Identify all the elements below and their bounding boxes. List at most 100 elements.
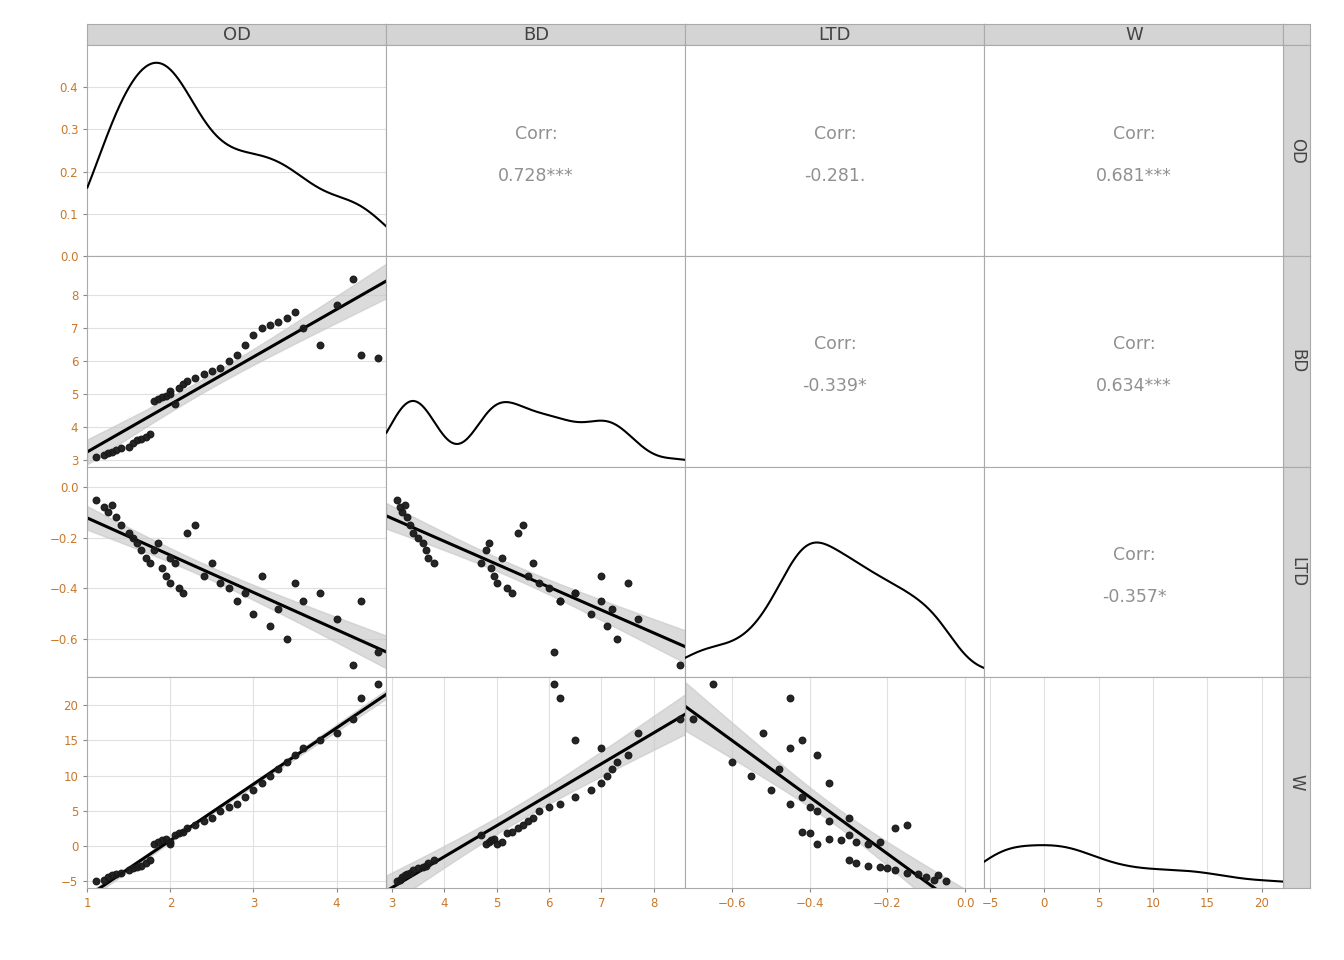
Point xyxy=(753,726,774,741)
Point xyxy=(501,824,523,839)
Text: Corr:: Corr: xyxy=(813,125,856,143)
Point xyxy=(391,870,413,885)
Point xyxy=(528,576,550,591)
Point xyxy=(351,690,372,706)
Point xyxy=(415,858,437,874)
Point xyxy=(595,619,617,635)
Point xyxy=(102,444,124,460)
Point xyxy=(243,782,265,798)
Point xyxy=(884,821,906,836)
Point xyxy=(581,782,602,798)
Point xyxy=(194,568,215,584)
Point xyxy=(798,800,820,815)
Point xyxy=(388,872,410,887)
Point xyxy=(164,828,185,843)
Point xyxy=(122,530,144,545)
Point xyxy=(481,561,503,576)
Point xyxy=(126,859,148,875)
Point xyxy=(767,761,789,777)
Point xyxy=(118,863,140,878)
Point xyxy=(267,601,289,616)
Point xyxy=(780,796,801,811)
Point xyxy=(93,447,114,463)
Point xyxy=(164,396,185,412)
Text: 0.728***: 0.728*** xyxy=(499,167,574,184)
Point xyxy=(259,619,281,635)
Point xyxy=(564,586,586,601)
Point xyxy=(168,826,190,841)
Point xyxy=(126,433,148,448)
Point xyxy=(935,874,957,889)
Point xyxy=(388,499,410,515)
Point xyxy=(234,337,255,352)
Point xyxy=(97,445,118,461)
Point xyxy=(134,855,156,871)
Point xyxy=(210,360,231,375)
Point xyxy=(741,768,762,783)
Point xyxy=(606,754,628,769)
Point xyxy=(523,810,544,826)
Point xyxy=(581,606,602,621)
Point xyxy=(168,581,190,596)
Point xyxy=(601,601,622,616)
Point xyxy=(591,568,613,584)
Point xyxy=(761,782,782,798)
Point xyxy=(210,804,231,819)
Point xyxy=(309,586,331,601)
Point xyxy=(501,586,523,601)
Point xyxy=(243,606,265,621)
Point xyxy=(907,866,929,881)
Point xyxy=(226,796,247,811)
Point xyxy=(512,517,534,533)
Point xyxy=(606,632,628,647)
Point xyxy=(896,865,918,880)
Point xyxy=(97,505,118,520)
Point xyxy=(367,677,388,692)
Point xyxy=(142,542,164,558)
Point xyxy=(184,517,206,533)
Point xyxy=(481,832,503,848)
Point xyxy=(122,436,144,451)
Point xyxy=(226,347,247,362)
Point xyxy=(118,525,140,540)
Point xyxy=(478,535,500,550)
Point xyxy=(399,865,421,880)
Point xyxy=(792,732,813,748)
Point xyxy=(722,754,743,769)
Point xyxy=(857,837,879,852)
Point xyxy=(194,813,215,828)
Point xyxy=(160,383,181,398)
Point xyxy=(702,677,723,692)
Point xyxy=(484,568,505,584)
Text: 0.681***: 0.681*** xyxy=(1097,167,1172,184)
Point xyxy=(343,657,364,672)
Point xyxy=(523,555,544,570)
Point xyxy=(160,834,181,850)
Point xyxy=(818,831,840,847)
Point xyxy=(293,593,314,609)
Point xyxy=(93,499,114,515)
Point xyxy=(491,550,512,565)
Point xyxy=(591,740,613,756)
Point xyxy=(617,747,638,762)
Point xyxy=(476,837,497,852)
Point xyxy=(164,555,185,570)
Text: -0.339*: -0.339* xyxy=(802,377,867,396)
Point xyxy=(184,817,206,832)
Point xyxy=(106,510,128,525)
Point xyxy=(251,568,273,584)
Point xyxy=(780,690,801,706)
Point xyxy=(309,732,331,748)
Point xyxy=(210,576,231,591)
Point xyxy=(423,555,445,570)
Point xyxy=(276,754,297,769)
Point xyxy=(160,387,181,402)
Text: Corr:: Corr: xyxy=(1113,546,1156,564)
Point xyxy=(548,796,570,811)
Point xyxy=(386,874,407,889)
Point xyxy=(496,826,517,841)
Text: 0.634***: 0.634*** xyxy=(1097,377,1172,396)
Point xyxy=(176,821,198,836)
Point xyxy=(276,632,297,647)
Text: W: W xyxy=(1125,26,1142,43)
